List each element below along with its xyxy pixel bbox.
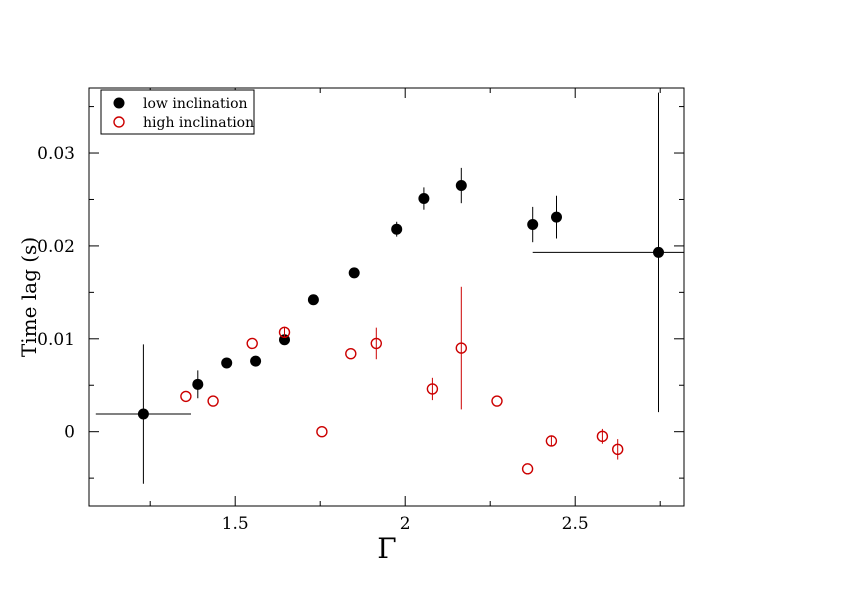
high-inclination-point bbox=[278, 326, 291, 338]
high-inclination-point bbox=[596, 430, 609, 443]
legend-marker-high-inclination bbox=[113, 116, 125, 128]
low-inclination-point bbox=[653, 246, 664, 258]
low-inclination-point bbox=[192, 378, 204, 390]
high-inclination-point bbox=[426, 383, 439, 395]
y-tick-label: 0.02 bbox=[37, 237, 75, 257]
high-inclination-point bbox=[316, 425, 328, 438]
x-tick-label: 2.5 bbox=[562, 514, 589, 534]
legend-label-high-inclination: high inclination bbox=[143, 115, 254, 131]
y-axis-title: Time lag (s) bbox=[17, 237, 41, 357]
x-tick-label: 2 bbox=[400, 514, 411, 534]
high-inclination-point bbox=[345, 347, 357, 360]
low-inclination-point bbox=[418, 193, 430, 205]
legend-box bbox=[100, 89, 255, 135]
low-inclination-point bbox=[455, 180, 467, 192]
low-inclination-point bbox=[527, 219, 539, 231]
high-inclination-point bbox=[455, 342, 467, 354]
low-inclination-point bbox=[221, 357, 233, 369]
high-inclination-point bbox=[612, 443, 624, 456]
low-inclination-point bbox=[348, 267, 360, 279]
data-marks bbox=[95, 92, 684, 484]
high-inclination-point bbox=[491, 395, 503, 407]
high-inclination-point bbox=[521, 463, 534, 475]
y-tick-label: 0 bbox=[64, 423, 75, 443]
high-inclination-point bbox=[370, 337, 382, 350]
high-inclination-point bbox=[180, 390, 192, 403]
high-inclination-point bbox=[545, 435, 558, 447]
y-tick-label: 0.01 bbox=[37, 330, 75, 350]
low-inclination-point bbox=[137, 408, 149, 420]
legend-label-low-inclination: low inclination bbox=[143, 96, 248, 112]
x-axis-title: Γ bbox=[377, 532, 396, 565]
high-inclination-point bbox=[207, 395, 219, 407]
low-inclination-point bbox=[250, 355, 262, 367]
low-inclination-point bbox=[391, 223, 403, 235]
plot-frame bbox=[88, 87, 685, 507]
axis-ticks bbox=[89, 88, 684, 506]
legend: low inclination high inclination bbox=[100, 89, 255, 135]
legend-marker-low-inclination bbox=[113, 97, 125, 109]
x-tick-label: 1.5 bbox=[222, 514, 249, 534]
low-inclination-point bbox=[307, 294, 319, 306]
y-tick-label: 0.03 bbox=[37, 144, 75, 164]
low-inclination-point bbox=[551, 211, 562, 223]
axis-tick-labels: 1.5 2 2.5 0 0.01 0.02 0.03 bbox=[37, 144, 589, 534]
high-inclination-point bbox=[246, 337, 258, 350]
